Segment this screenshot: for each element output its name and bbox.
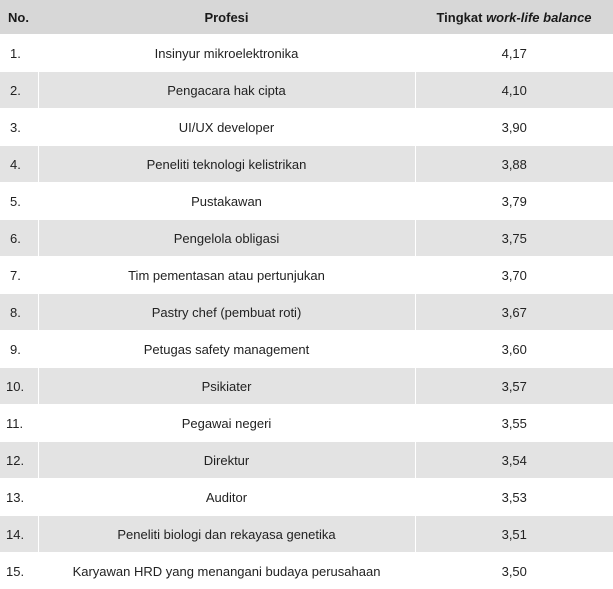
row-number: 6.	[0, 220, 38, 257]
row-number: 1.	[0, 35, 38, 72]
row-profesi: Petugas safety management	[38, 331, 415, 368]
header-no: No.	[0, 0, 38, 35]
row-rate: 3,60	[415, 331, 613, 368]
row-profesi: Tim pementasan atau pertunjukan	[38, 257, 415, 294]
table-row: 15.Karyawan HRD yang menangani budaya pe…	[0, 553, 613, 589]
row-rate: 3,67	[415, 294, 613, 331]
row-rate: 3,55	[415, 405, 613, 442]
row-number: 3.	[0, 109, 38, 146]
row-rate: 4,17	[415, 35, 613, 72]
row-rate: 3,50	[415, 553, 613, 589]
row-profesi: Pegawai negeri	[38, 405, 415, 442]
row-rate: 3,90	[415, 109, 613, 146]
row-rate: 3,57	[415, 368, 613, 405]
row-profesi: UI/UX developer	[38, 109, 415, 146]
row-number: 7.	[0, 257, 38, 294]
row-number: 2.	[0, 72, 38, 109]
row-rate: 3,75	[415, 220, 613, 257]
row-profesi: Direktur	[38, 442, 415, 479]
row-number: 8.	[0, 294, 38, 331]
row-rate: 3,79	[415, 183, 613, 220]
row-number: 5.	[0, 183, 38, 220]
row-number: 13.	[0, 479, 38, 516]
row-number: 10.	[0, 368, 38, 405]
row-profesi: Pengelola obligasi	[38, 220, 415, 257]
row-rate: 3,70	[415, 257, 613, 294]
header-profesi: Profesi	[38, 0, 415, 35]
row-number: 4.	[0, 146, 38, 183]
header-rate-emphasis: work-life balance	[486, 10, 591, 25]
row-number: 11.	[0, 405, 38, 442]
row-profesi: Pastry chef (pembuat roti)	[38, 294, 415, 331]
header-rate: Tingkat work-life balance	[415, 0, 613, 35]
row-rate: 3,51	[415, 516, 613, 553]
row-number: 12.	[0, 442, 38, 479]
row-profesi: Psikiater	[38, 368, 415, 405]
row-profesi: Pustakawan	[38, 183, 415, 220]
table-header: No. Profesi Tingkat work-life balance	[0, 0, 613, 35]
row-profesi: Pengacara hak cipta	[38, 72, 415, 109]
row-profesi: Peneliti biologi dan rekayasa genetika	[38, 516, 415, 553]
row-number: 15.	[0, 553, 38, 589]
table-row: 8.Pastry chef (pembuat roti)3,67	[0, 294, 613, 331]
row-profesi: Karyawan HRD yang menangani budaya perus…	[38, 553, 415, 589]
header-rate-prefix: Tingkat	[436, 10, 486, 25]
table-row: 14.Peneliti biologi dan rekayasa genetik…	[0, 516, 613, 553]
row-rate: 3,54	[415, 442, 613, 479]
row-number: 9.	[0, 331, 38, 368]
row-profesi: Insinyur mikroelektronika	[38, 35, 415, 72]
row-profesi: Peneliti teknologi kelistrikan	[38, 146, 415, 183]
row-rate: 3,88	[415, 146, 613, 183]
row-rate: 4,10	[415, 72, 613, 109]
row-profesi: Auditor	[38, 479, 415, 516]
header-row: No. Profesi Tingkat work-life balance	[0, 0, 613, 35]
row-rate: 3,53	[415, 479, 613, 516]
row-number: 14.	[0, 516, 38, 553]
